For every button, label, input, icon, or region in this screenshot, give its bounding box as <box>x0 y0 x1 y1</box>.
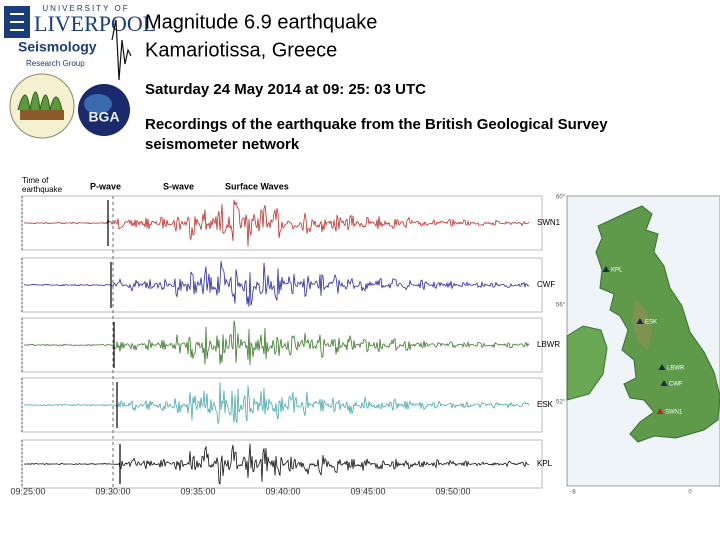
waveform <box>23 443 530 485</box>
great-britain <box>595 205 720 443</box>
bga-logo: BGA <box>78 84 130 136</box>
seismograms: SWN1 CWF LBWR ESK KPL 09:25:00 09:30:00 09:35:0… <box>10 195 561 496</box>
bga-label: BGA <box>88 109 119 125</box>
map-station-label: ESK <box>645 320 657 326</box>
map-station-label: LBWR <box>667 366 685 372</box>
station-marker <box>656 408 664 414</box>
lat-label: 60° <box>556 195 566 201</box>
university-label: UNIVERSITY OF <box>42 4 129 13</box>
lon-label: 0 <box>688 490 692 496</box>
uplands <box>632 300 652 350</box>
station-marker <box>636 318 644 324</box>
time-label: 09:40:00 <box>265 486 300 496</box>
station-marker <box>660 380 668 386</box>
school-logo <box>9 73 75 139</box>
crest-detail <box>10 13 24 31</box>
trace-box <box>21 377 543 433</box>
ireland <box>566 325 608 401</box>
lat-label: 56° <box>556 303 566 309</box>
waveform <box>23 382 530 424</box>
station-marker <box>602 266 610 272</box>
station-label: CWF <box>537 280 555 289</box>
title-line: Magnitude 6.9 earthquake <box>145 11 377 33</box>
station-marker <box>658 364 666 370</box>
group-name: Seismology <box>18 39 97 55</box>
map-station-label: CWF <box>669 382 683 388</box>
description-line: seismometer network <box>145 136 300 153</box>
waveform <box>23 199 530 247</box>
liverpool-logo: UNIVERSITY OF LIVERPOOL Seismology Resea… <box>4 4 156 81</box>
origin-label: Time of <box>22 176 49 185</box>
time-label: 09:30:00 <box>95 486 130 496</box>
date: Saturday 24 May 2014 at 09: 25: 03 UTC <box>145 81 426 98</box>
station-label: KPL <box>537 459 553 468</box>
waveform <box>24 260 530 307</box>
logo-wiggle <box>111 19 132 81</box>
trace-box <box>21 257 543 313</box>
station-label: SWN1 <box>537 218 561 227</box>
bga-land <box>84 94 112 114</box>
time-label: 09:25:00 <box>10 486 45 496</box>
time-label: 09:35:00 <box>180 486 215 496</box>
trace-box <box>21 317 543 373</box>
trace-box <box>21 195 543 251</box>
p-wave-label: P-wave <box>90 181 121 191</box>
university-name: LIVERPOOL <box>34 11 156 36</box>
title-line: Kamariotissa, Greece <box>145 39 337 61</box>
lon-label: -8 <box>570 490 576 496</box>
group-subtitle: Research Group <box>26 59 85 68</box>
origin-label: earthquake <box>22 185 63 194</box>
surface-wave-label: Surface Waves <box>225 181 289 191</box>
map-station-label: SWN1 <box>665 410 683 416</box>
map: KPL ESK LBWR CWF SWN1 60° 56° 52° -8 0 <box>556 195 720 496</box>
station-label: LBWR <box>537 340 560 349</box>
waveform <box>23 320 530 366</box>
school-ground <box>20 110 64 120</box>
time-label: 09:45:00 <box>350 486 385 496</box>
description-line: Recordings of the earthquake from the Br… <box>145 116 608 133</box>
lat-label: 52° <box>556 400 566 406</box>
station-label: ESK <box>537 400 554 409</box>
s-wave-label: S-wave <box>163 181 194 191</box>
time-label: 09:50:00 <box>435 486 470 496</box>
map-station-label: KPL <box>611 268 623 274</box>
